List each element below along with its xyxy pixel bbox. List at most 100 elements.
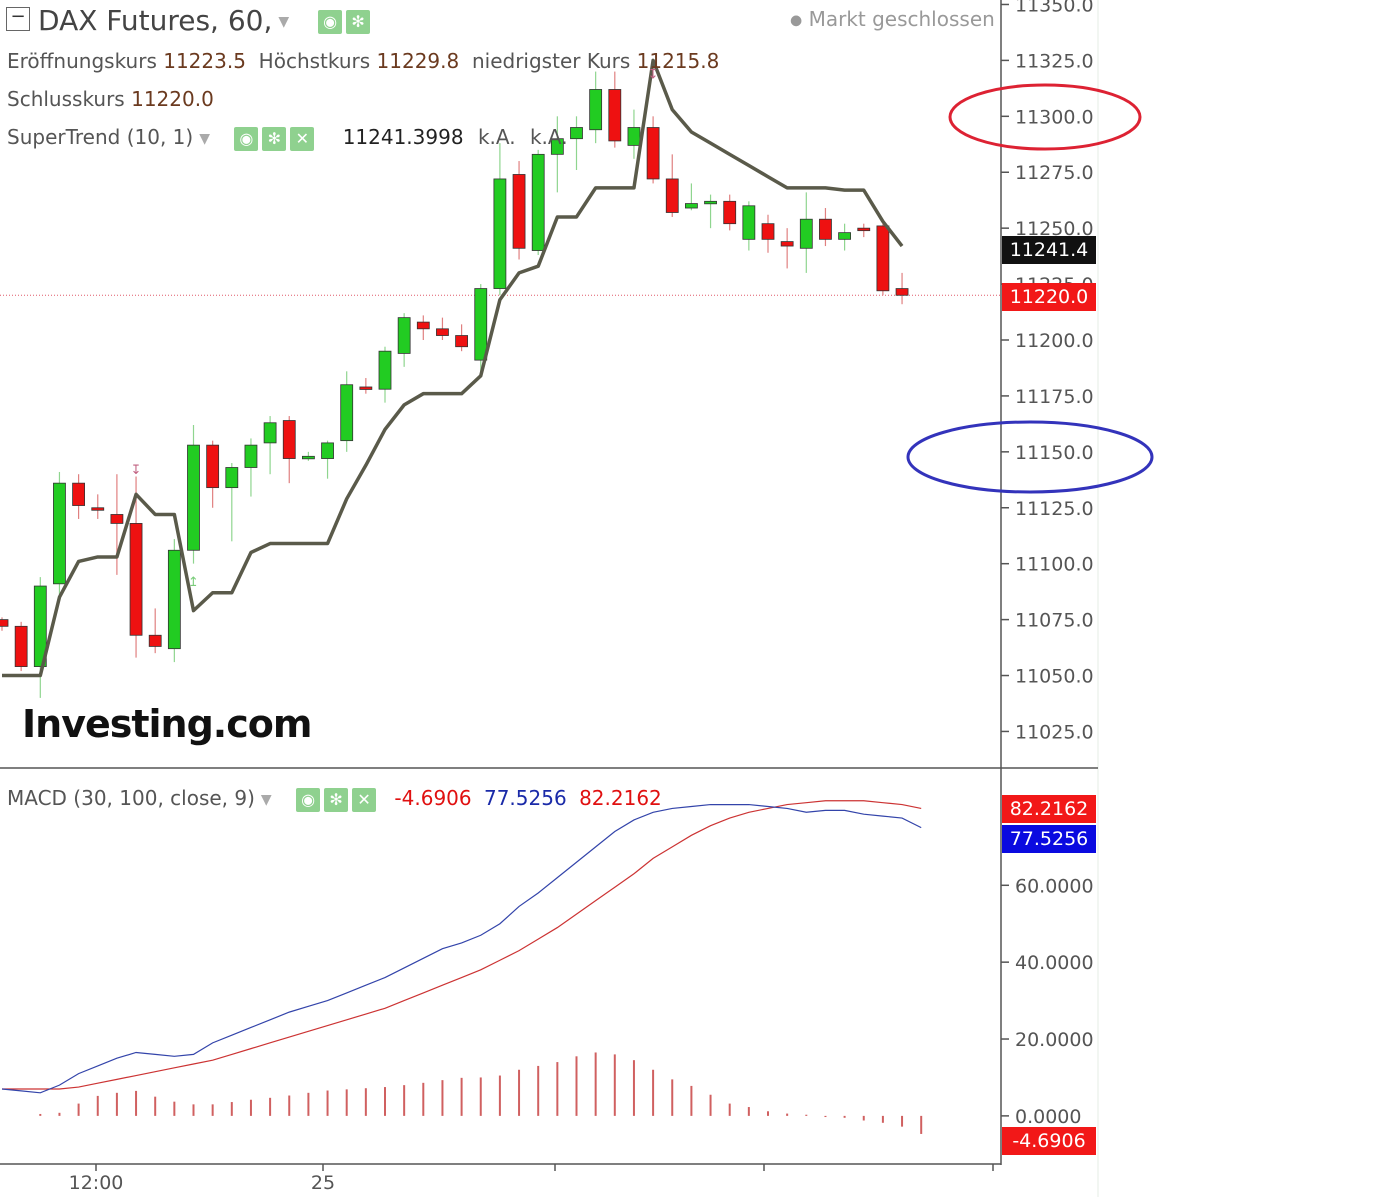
price-tick-label: 11175.0 [1015,386,1094,408]
chevron-down-icon[interactable]: ▼ [278,14,290,30]
supertrend-signals: ↧ ↥ ↧ [131,67,659,590]
chevron-down-icon[interactable]: ▼ [199,130,210,147]
candle-up [685,183,698,211]
collapse-icon[interactable]: − [6,7,30,31]
candle-body [512,174,526,249]
candle-body [301,455,315,460]
candle-body [704,200,717,205]
candle-body [167,549,181,650]
candle-up [321,440,334,479]
supertrend-price-tag: 11241.4 [1002,236,1096,264]
hist-value-tag: -4.6906 [1002,1127,1096,1155]
signal-value-tag: 82.2162 [1002,795,1096,823]
price-y-axis: 11350.011325.011300.011275.011250.011225… [1001,0,1094,743]
macd-value: 77.5256 [483,786,567,810]
price-tick-label: 11100.0 [1015,554,1094,576]
close-icon[interactable]: ✕ [352,787,377,812]
candle-down [761,214,775,253]
candle-down [0,617,9,631]
candle-down [436,317,449,340]
eye-icon[interactable]: ◉ [234,126,259,151]
annotation-ellipse-red [948,83,1142,151]
candle-body [33,585,47,667]
macd-histogram [39,1052,923,1134]
candle-down [857,223,871,238]
candle-up [263,416,277,475]
candle-down [608,71,622,148]
open-label: Eröffnungskurs [7,49,157,73]
candle-down [206,440,220,508]
eye-icon[interactable]: ◉ [318,10,343,34]
candle-body [263,422,277,444]
chevron-down-icon[interactable]: ▼ [260,791,272,808]
candle-up [167,539,181,663]
price-tick-label: 11200.0 [1015,330,1094,352]
gear-icon[interactable]: ✻ [262,126,287,151]
candle-body [608,89,622,142]
candlestick-series [0,71,909,698]
close-value: 11220.0 [131,87,214,111]
candle-body [531,153,545,251]
macd-y-axis: 60.0000 40.0000 20.0000 0.0000 [1001,875,1094,1128]
candle-down [646,116,660,184]
candle-up [704,194,717,229]
candle-body [416,321,430,330]
supertrend-label: SuperTrend (10, 1) [7,125,194,149]
candle-down [512,161,526,260]
candle-body [570,127,583,140]
investing-logo: Investing.com [22,702,312,746]
candle-up [33,577,47,698]
candle-body [148,634,162,647]
candle-body [206,444,220,489]
candle-body [799,218,813,249]
candle-body [646,127,660,180]
candle-up [589,71,603,144]
price-tick-label: 11075.0 [1015,610,1094,632]
time-tick-label: 25 [311,1172,335,1194]
macd-hist-value: -4.6906 [394,786,472,810]
price-tick-label: 11150.0 [1015,442,1094,464]
candle-down [876,223,890,296]
candle-body [110,514,124,524]
price-tick-label: 11250.0 [1015,218,1094,240]
macd-signal-line [2,800,922,1090]
price-tick-label: 11025.0 [1015,721,1094,743]
candle-up [225,463,239,542]
candle-up [340,371,354,452]
candle-body [857,227,871,232]
supertrend-legend: SuperTrend (10, 1) ▼ ◉ ✻ ✕ 11241.3998 k.A. … [7,125,568,151]
candle-body [895,288,909,296]
supertrend-na-2: k.A. [529,125,568,149]
candle-body [838,232,851,240]
candle-body [225,467,239,489]
market-status: ● Markt geschlossen [790,7,995,31]
high-value: 11229.8 [376,49,460,73]
gear-icon[interactable]: ✻ [324,787,349,812]
candle-up [378,346,392,403]
close-icon[interactable]: ✕ [290,126,315,151]
candle-down [455,324,469,352]
title-row: − DAX Futures, 60, ▼ ◉ ✻ [6,4,374,37]
candle-up [187,425,200,564]
candle-body [397,317,411,354]
price-tick-label: 11125.0 [1015,498,1094,520]
candle-down [723,194,737,231]
supertrend-signal-arrow: ↥ [188,575,199,590]
candle-body [321,442,334,459]
candle-body [378,350,392,390]
macd-label: MACD (30, 100, close, 9) [7,786,255,810]
candle-body [359,386,373,390]
candle-body [493,178,507,289]
macd-tick-label: 40.0000 [1015,952,1094,974]
supertrend-signal-arrow: ↧ [131,463,142,478]
eye-icon[interactable]: ◉ [296,787,321,812]
candle-up [531,149,545,255]
candle-down [416,315,430,340]
candle-body [780,241,794,247]
candle-down [110,474,124,575]
candle-body [53,482,66,585]
gear-icon[interactable]: ✻ [346,10,371,34]
price-tick-label: 11050.0 [1015,666,1094,688]
candle-up [550,116,564,193]
